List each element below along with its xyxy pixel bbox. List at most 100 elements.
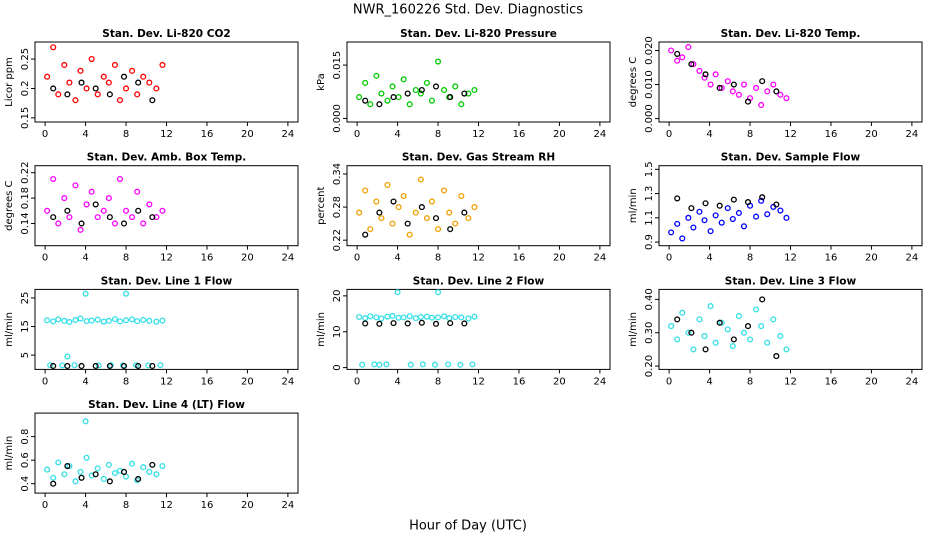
data-point	[777, 91, 784, 98]
data-point	[674, 50, 681, 57]
x-tick-label: 16	[201, 253, 214, 264]
data-point	[400, 314, 407, 321]
x-tick-label: 0	[42, 500, 48, 511]
x-tick-label: 16	[201, 129, 214, 140]
data-point	[674, 195, 681, 202]
data-point	[389, 83, 396, 90]
data-point	[434, 314, 442, 321]
data-point	[418, 86, 425, 94]
x-tick-label: 24	[282, 376, 295, 387]
data-point	[412, 209, 419, 216]
data-point	[759, 194, 766, 201]
y-tick-label: 0.4	[20, 476, 31, 492]
data-point	[140, 73, 147, 80]
data-point	[735, 313, 742, 320]
y-tick-label: 10	[332, 325, 343, 338]
y-tick-label: 0.22	[332, 229, 343, 251]
data-point	[135, 362, 142, 370]
x-tick-label: 8	[747, 376, 753, 387]
data-point	[356, 94, 363, 101]
data-point	[718, 84, 725, 92]
panel-title: Stan. Dev. Li-820 Pressure	[400, 28, 557, 40]
data-point	[61, 471, 68, 478]
data-point	[417, 313, 424, 321]
data-point	[140, 464, 147, 471]
panel-title: Stan. Dev. Amb. Box Temp.	[87, 152, 246, 164]
data-point	[362, 79, 369, 86]
x-tick-label: 20	[241, 129, 254, 140]
y-tick-label: 0.010	[644, 70, 655, 99]
data-point	[434, 289, 442, 296]
data-point	[376, 361, 383, 368]
plot-box	[34, 288, 299, 370]
data-point	[679, 235, 686, 242]
x-tick-label: 24	[594, 376, 607, 387]
data-point	[395, 204, 402, 211]
x-tick-label: 16	[201, 500, 214, 511]
data-point	[783, 346, 790, 353]
data-point	[149, 362, 156, 370]
data-point	[688, 329, 695, 336]
data-point	[129, 214, 136, 221]
y-tick-label: 0.000	[332, 104, 343, 133]
data-point	[135, 475, 142, 483]
y-tick-label: 0.20	[644, 355, 655, 377]
data-point	[105, 317, 112, 324]
data-point	[458, 192, 465, 200]
x-tick-label: 12	[472, 129, 485, 140]
x-tick-label: 16	[825, 253, 838, 264]
x-tick-label: 24	[906, 129, 919, 140]
data-point	[66, 318, 73, 326]
data-point	[44, 317, 51, 324]
data-point	[82, 290, 89, 297]
data-point	[441, 187, 448, 194]
data-point	[758, 323, 765, 330]
data-point	[384, 181, 391, 189]
data-point	[432, 320, 440, 327]
data-point	[78, 362, 85, 370]
data-point	[356, 313, 363, 321]
data-point	[376, 320, 383, 327]
data-point	[777, 207, 784, 214]
data-point	[471, 204, 478, 211]
data-point	[83, 201, 90, 208]
data-point	[50, 85, 57, 92]
data-point	[92, 85, 99, 92]
data-point	[373, 72, 380, 79]
data-point	[64, 353, 71, 360]
x-tick-label: 16	[825, 129, 838, 140]
data-point	[400, 76, 407, 83]
y-tick-label: 0.000	[644, 104, 655, 133]
data-point	[94, 214, 101, 221]
data-point	[149, 97, 156, 104]
x-tick-label: 12	[472, 253, 485, 264]
x-tick-label: 24	[906, 253, 919, 264]
data-point	[122, 317, 130, 324]
data-point	[773, 201, 780, 208]
data-point	[446, 209, 453, 216]
data-point	[100, 73, 107, 80]
data-point	[66, 214, 73, 221]
y-axis-label: percent	[316, 186, 327, 224]
x-tick-label: 16	[201, 376, 214, 387]
y-axis-label: kPa	[316, 73, 327, 91]
data-point	[129, 460, 136, 467]
x-tick-label: 20	[865, 253, 878, 264]
data-point	[50, 474, 57, 481]
data-point	[701, 74, 708, 81]
data-point	[753, 213, 760, 220]
data-point	[395, 94, 402, 101]
data-point	[61, 195, 68, 202]
data-point	[406, 313, 413, 320]
data-point	[116, 97, 124, 104]
data-point	[458, 101, 465, 108]
data-point	[44, 207, 51, 214]
data-point	[384, 313, 391, 320]
x-tick-label: 0	[666, 376, 672, 387]
data-point	[159, 61, 166, 68]
panel-title: Stan. Dev. Li-820 CO2	[102, 28, 230, 40]
data-point	[149, 461, 156, 468]
data-point	[730, 81, 737, 88]
y-axis-label: ml/min	[316, 312, 327, 347]
